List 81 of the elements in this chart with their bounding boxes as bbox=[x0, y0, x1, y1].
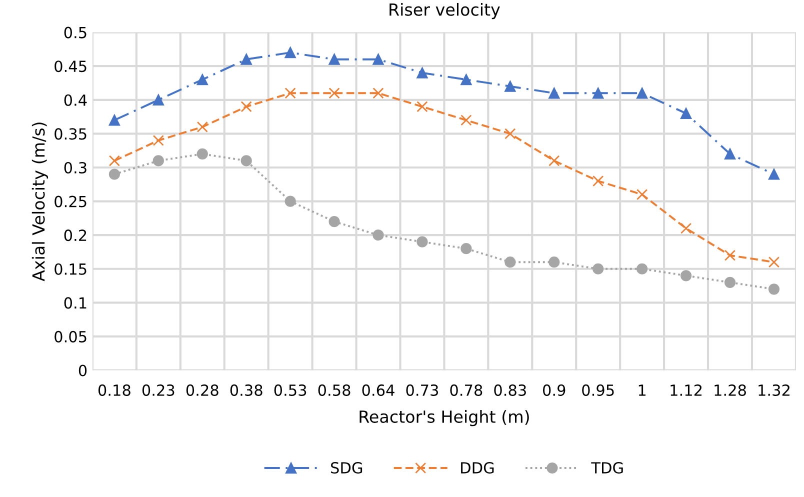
x-tick-label: 0.83 bbox=[494, 384, 526, 396]
point bbox=[636, 188, 648, 200]
point bbox=[328, 216, 340, 228]
point bbox=[372, 230, 384, 241]
point bbox=[592, 175, 604, 187]
y-tick-label: 0.5 bbox=[64, 26, 86, 38]
point bbox=[416, 236, 428, 248]
point bbox=[460, 74, 472, 86]
point bbox=[240, 155, 252, 166]
point bbox=[636, 88, 648, 99]
point bbox=[416, 67, 428, 78]
x-tick-label: 0.58 bbox=[318, 384, 350, 396]
point bbox=[724, 148, 736, 160]
point bbox=[328, 54, 340, 65]
point bbox=[724, 276, 736, 288]
y-tick-label: 0.35 bbox=[54, 128, 86, 140]
point bbox=[108, 168, 120, 180]
x-tick-label: 0.18 bbox=[98, 384, 130, 396]
y-tick-label: 0.45 bbox=[54, 60, 86, 72]
x-tick-label: 0.23 bbox=[142, 384, 174, 396]
y-tick-label: 0.15 bbox=[54, 263, 86, 275]
y-tick-label: 0.2 bbox=[64, 230, 86, 242]
y-tick-label: 0.1 bbox=[64, 297, 86, 309]
x-tick-label: 0.95 bbox=[582, 384, 614, 396]
point bbox=[152, 155, 164, 166]
point bbox=[592, 88, 604, 99]
point bbox=[504, 128, 516, 140]
point bbox=[196, 148, 208, 160]
point bbox=[328, 88, 340, 99]
point bbox=[240, 54, 252, 65]
chart-title: Riser velocity bbox=[390, 2, 500, 20]
point bbox=[108, 155, 120, 166]
y-axis-title: Axial Velocity (m/s) bbox=[32, 122, 48, 282]
point bbox=[548, 256, 560, 268]
x-tick-label: 1.32 bbox=[758, 384, 790, 396]
point bbox=[284, 47, 296, 58]
point bbox=[284, 88, 296, 99]
point bbox=[724, 250, 736, 261]
point bbox=[680, 270, 692, 282]
point bbox=[152, 134, 164, 146]
x-tick-label: 0.64 bbox=[362, 384, 394, 396]
point bbox=[768, 168, 780, 180]
x-tick-label: 0.73 bbox=[406, 384, 438, 396]
x-tick-label: 0.28 bbox=[186, 384, 218, 396]
point bbox=[284, 196, 296, 207]
point bbox=[240, 101, 252, 112]
x-tick-label: 0.78 bbox=[450, 384, 482, 396]
y-tick-label: 0.3 bbox=[64, 162, 86, 174]
point bbox=[768, 256, 780, 268]
y-tick-label: 0.25 bbox=[54, 196, 86, 208]
x-tick-label: 1.12 bbox=[670, 384, 702, 396]
y-tick-label: 0.4 bbox=[64, 94, 87, 106]
point bbox=[416, 101, 428, 112]
y-tick-label: 0 bbox=[78, 364, 87, 376]
x-axis-title: Reactor's Height (m) bbox=[360, 410, 529, 426]
x-tick-label: 0.38 bbox=[230, 384, 262, 396]
point bbox=[592, 263, 604, 274]
point bbox=[372, 54, 384, 65]
point bbox=[108, 114, 120, 126]
legend-label: DDG bbox=[461, 462, 494, 474]
point bbox=[504, 256, 516, 268]
point bbox=[548, 155, 560, 166]
x-tick-label: 0.9 bbox=[542, 384, 566, 396]
x-tick-label: 0.53 bbox=[274, 384, 306, 396]
point bbox=[548, 88, 560, 99]
point bbox=[680, 108, 692, 119]
point bbox=[460, 243, 472, 254]
x-tick-label: 1.28 bbox=[714, 384, 746, 396]
point bbox=[680, 222, 692, 234]
y-tick-label: 0.05 bbox=[54, 330, 86, 342]
point bbox=[460, 114, 472, 126]
point bbox=[372, 88, 384, 99]
point bbox=[768, 284, 780, 295]
x-tick-label: 1 bbox=[638, 384, 646, 396]
legend-label: TDG bbox=[591, 462, 623, 474]
point bbox=[196, 121, 208, 132]
point bbox=[504, 80, 516, 92]
point bbox=[152, 94, 164, 106]
point bbox=[196, 74, 208, 86]
legend-label: SDG bbox=[331, 462, 362, 474]
point bbox=[636, 263, 648, 274]
